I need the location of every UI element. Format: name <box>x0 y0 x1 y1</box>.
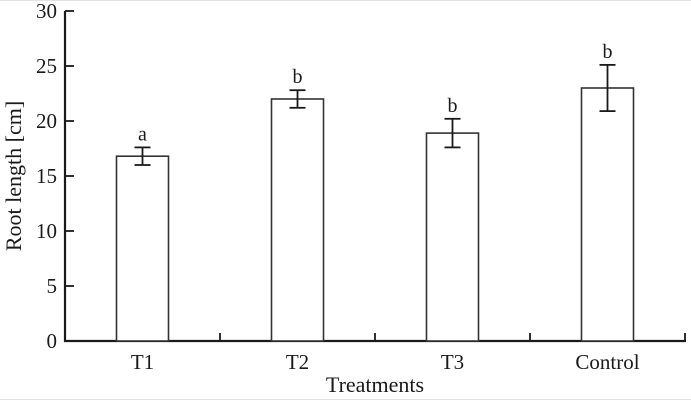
significance-letter: b <box>448 95 458 117</box>
significance-letter: b <box>293 66 303 88</box>
y-tick-label: 25 <box>36 54 57 78</box>
y-tick-label: 10 <box>36 219 57 243</box>
significance-letter: a <box>138 123 147 145</box>
bar <box>425 132 480 342</box>
bar <box>115 155 170 342</box>
significance-letter: b <box>603 41 613 63</box>
x-category-label: T3 <box>441 350 464 374</box>
chart-generated-layer: 0 5 10 15 20 25 30 a T1 b T2 b T3 b Control <box>36 1 686 374</box>
x-category-label: Control <box>575 350 639 374</box>
y-tick-label: 0 <box>47 329 58 353</box>
x-axis-title: Treatments <box>326 372 424 397</box>
y-axis-title: Root length [cm] <box>1 101 26 251</box>
bar <box>580 87 635 342</box>
y-tick-label: 30 <box>36 1 57 23</box>
y-tick-label: 20 <box>36 109 57 133</box>
y-tick-label: 15 <box>36 164 57 188</box>
bar <box>270 98 325 342</box>
x-category-label: T1 <box>131 350 154 374</box>
y-tick-label: 5 <box>47 274 58 298</box>
x-category-label: T2 <box>286 350 309 374</box>
